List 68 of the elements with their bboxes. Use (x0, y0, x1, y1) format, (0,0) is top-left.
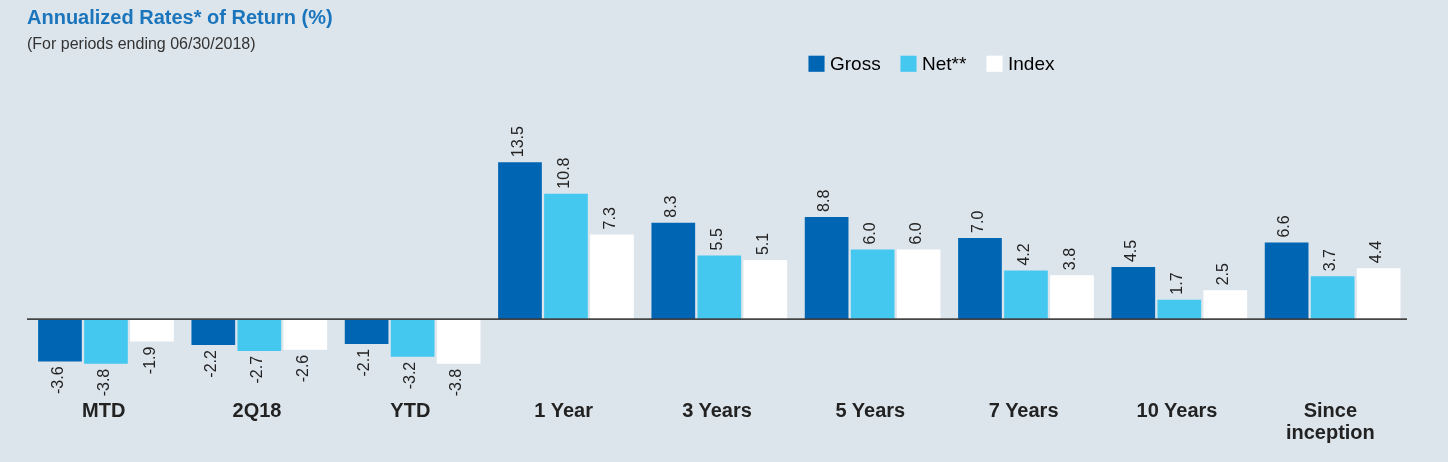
data-label: 6.0 (861, 222, 879, 245)
data-label: -1.9 (140, 346, 158, 375)
bar (1004, 270, 1048, 320)
bar (436, 319, 481, 364)
data-label: 6.6 (1275, 215, 1293, 238)
data-label: 1.7 (1168, 272, 1185, 295)
bar (38, 319, 82, 362)
data-label: 5.5 (708, 228, 725, 251)
data-label: -3.8 (447, 368, 465, 397)
bar (237, 319, 282, 351)
data-label: 8.8 (815, 189, 833, 212)
legend-label: Gross (830, 52, 881, 74)
x-tick-label: 3 Years (682, 398, 752, 421)
data-label: 7.3 (600, 207, 618, 230)
x-tick-label: MTD (82, 398, 126, 421)
data-label: -3.6 (48, 366, 66, 394)
bar (1157, 299, 1202, 320)
data-label: -2.7 (248, 355, 265, 384)
bar (804, 216, 849, 320)
x-tick-label: Since inception (1285, 398, 1375, 443)
data-label: 5.1 (754, 232, 771, 256)
x-tick-label: YTD (390, 398, 431, 421)
data-label: 8.3 (662, 195, 679, 218)
bar (130, 319, 174, 342)
bar (84, 319, 128, 364)
data-label: 4.4 (1367, 240, 1385, 264)
bar (850, 249, 895, 320)
bar (344, 319, 389, 344)
bar (1310, 276, 1355, 320)
x-tick-label: 10 Years (1136, 398, 1218, 421)
x-tick-label: 5 Years (835, 398, 906, 421)
data-label: 4.2 (1014, 243, 1032, 266)
bar (1203, 290, 1248, 320)
data-label: -2.1 (355, 348, 373, 377)
x-tick-label: 7 Years (988, 398, 1059, 421)
bar (1356, 268, 1401, 320)
bar (191, 319, 236, 346)
bar (283, 319, 328, 350)
data-label: 10.8 (554, 157, 572, 189)
bar (544, 193, 588, 320)
bar (743, 260, 788, 320)
bar (958, 237, 1002, 320)
chart-title: Annualized Rates* of Return (%) (27, 6, 333, 28)
x-tick-label: 2Q18 (232, 398, 282, 421)
bar (896, 249, 941, 320)
data-label: -3.2 (401, 361, 419, 390)
data-label: -2.6 (294, 354, 311, 383)
bar (498, 162, 542, 320)
data-label: 3.8 (1060, 247, 1078, 271)
data-label: -2.2 (202, 349, 219, 378)
data-label: 4.5 (1122, 239, 1139, 263)
bar (590, 234, 634, 320)
chart-subtitle: (For periods ending 06/30/2018) (27, 35, 256, 52)
bar (697, 255, 742, 320)
data-label: 6.0 (907, 222, 925, 245)
bar (1111, 267, 1156, 320)
bar (651, 222, 696, 320)
bar (1050, 275, 1094, 320)
data-label: 7.0 (968, 210, 986, 233)
bar (390, 319, 435, 357)
legend-label: Net** (922, 52, 967, 74)
data-label: 13.5 (508, 125, 526, 158)
data-label: -3.8 (94, 368, 112, 397)
x-tick-label: 1 Year (534, 398, 594, 421)
bar (1264, 242, 1309, 320)
legend-label: Index (1008, 52, 1055, 74)
data-label: 3.7 (1321, 249, 1339, 272)
data-label: 2.5 (1214, 262, 1231, 286)
